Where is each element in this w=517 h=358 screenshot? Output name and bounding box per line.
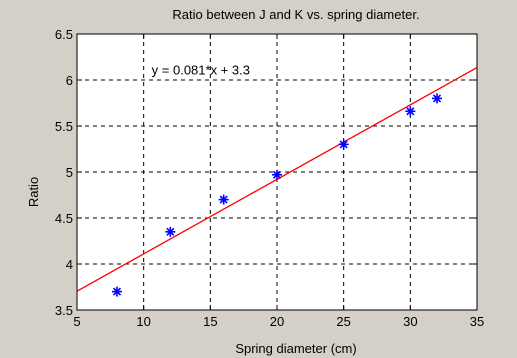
y-tick-label: 5 xyxy=(66,165,73,180)
data-point xyxy=(405,106,416,117)
chart-title: Ratio between J and K vs. spring diamete… xyxy=(172,7,419,22)
data-point xyxy=(338,139,349,150)
data-point xyxy=(272,169,282,180)
y-tick-label: 4.5 xyxy=(55,211,73,226)
x-axis-label: Spring diameter (cm) xyxy=(235,341,356,356)
x-tick-label: 35 xyxy=(470,314,484,329)
data-point xyxy=(432,93,442,104)
x-tick-label: 30 xyxy=(403,314,417,329)
y-tick-label: 4 xyxy=(66,257,73,272)
y-tick-label: 5.5 xyxy=(55,119,73,134)
y-tick-label: 3.5 xyxy=(55,303,73,318)
x-tick-label: 25 xyxy=(336,314,350,329)
data-point xyxy=(112,286,122,297)
fit-equation-annotation: y = 0.081*x + 3.3 xyxy=(152,62,250,77)
x-tick-label: 5 xyxy=(73,314,80,329)
y-axis-label: Ratio xyxy=(26,177,41,207)
axis-ticks: 5 10 15 20 25 30 35 3.5 4 4.5 5 5.5 6 6.5 xyxy=(55,27,484,329)
x-tick-label: 15 xyxy=(203,314,217,329)
y-tick-label: 6 xyxy=(66,73,73,88)
x-tick-label: 10 xyxy=(136,314,150,329)
data-point xyxy=(218,194,229,205)
data-points xyxy=(112,93,442,297)
data-point xyxy=(165,226,176,237)
x-tick-label: 20 xyxy=(270,314,284,329)
y-tick-label: 6.5 xyxy=(55,27,73,42)
